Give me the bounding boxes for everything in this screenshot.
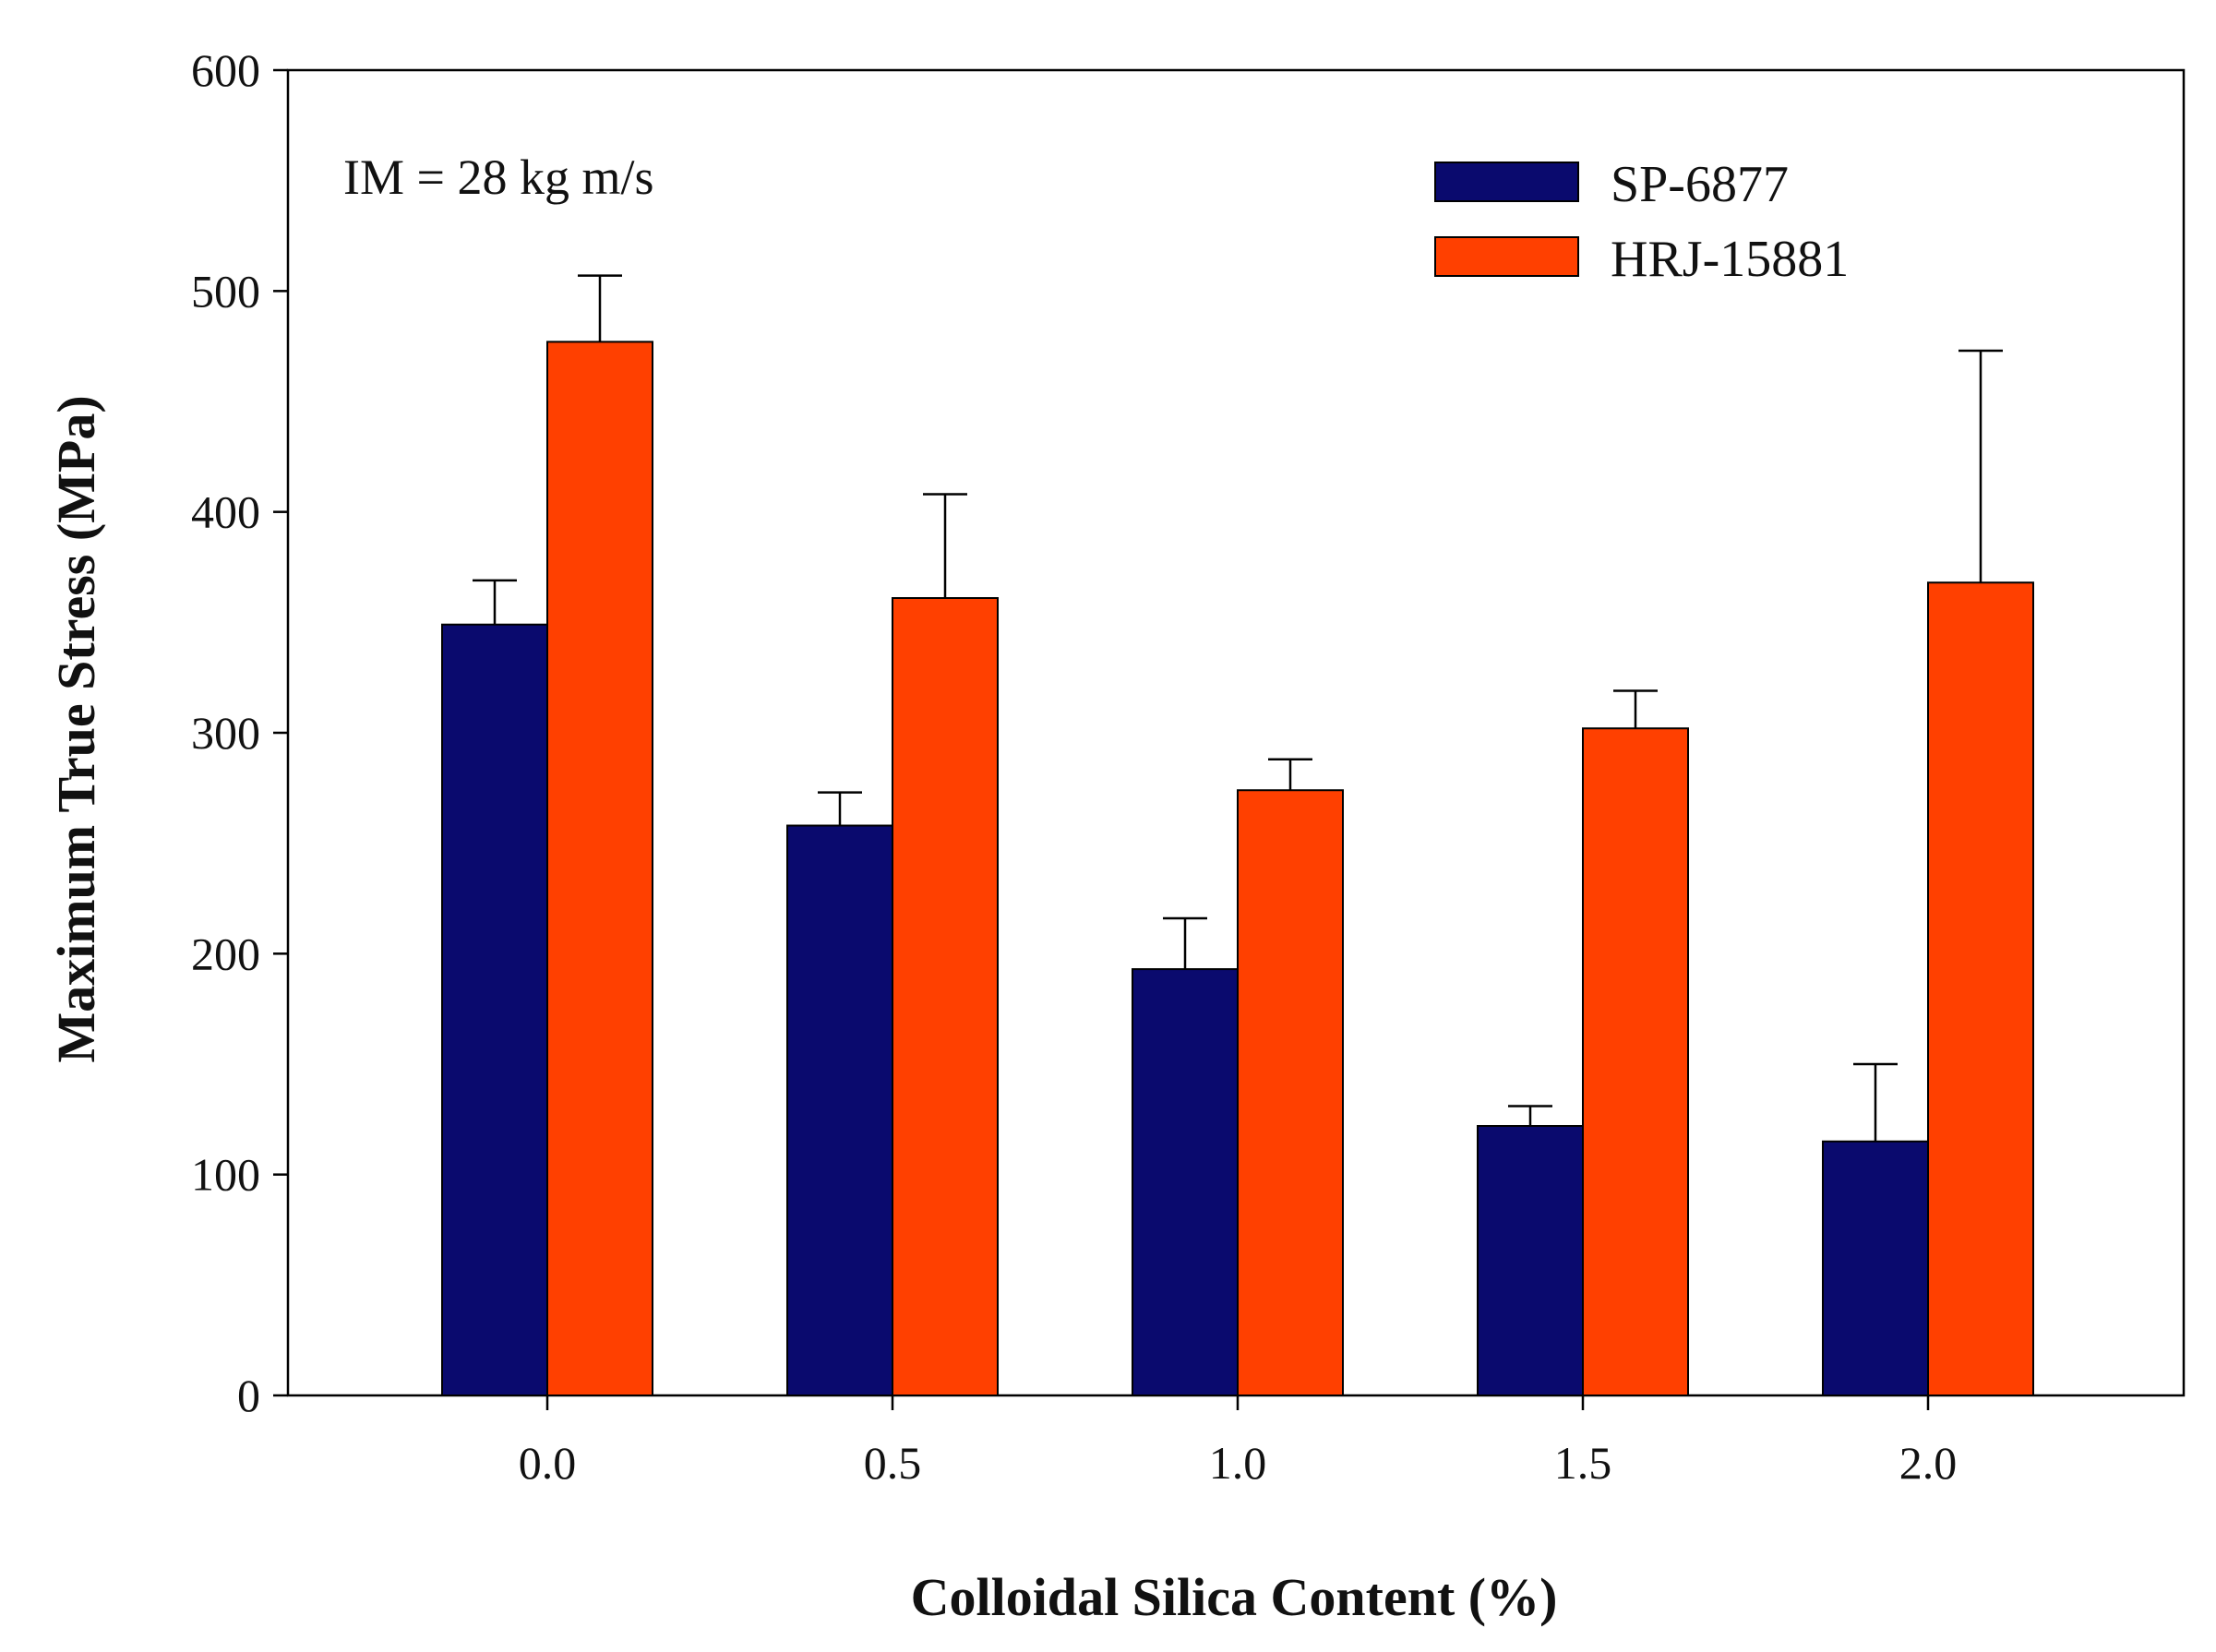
legend-swatch-hrj-15881 xyxy=(1434,236,1579,277)
y-axis-title: Maximum True Stress (MPa) xyxy=(46,395,106,1062)
bar-hrj-15881-0-5 xyxy=(892,597,999,1396)
x-tick-label-2-0: 2.0 xyxy=(1899,1437,1958,1489)
bar-hrj-15881-0-0 xyxy=(546,341,653,1396)
y-tick-label-300: 300 xyxy=(191,707,260,759)
y-tick-label-0: 0 xyxy=(237,1370,260,1421)
bars xyxy=(441,341,2034,1397)
y-tick-label-200: 200 xyxy=(191,928,260,979)
x-tick-label-0-0: 0.0 xyxy=(519,1437,577,1489)
bar-sp-6877-0-0 xyxy=(441,623,548,1396)
x-axis-title: Colloidal Silica Content (%) xyxy=(911,1567,1558,1627)
y-tick-label-500: 500 xyxy=(191,265,260,317)
annotation-text: IM = 28 kg m/s xyxy=(343,150,653,205)
legend: SP-6877 HRJ-15881 xyxy=(1434,156,1849,288)
x-tick-label-0-5: 0.5 xyxy=(864,1437,922,1489)
bar-hrj-15881-2-0 xyxy=(1927,581,2034,1396)
bar-hrj-15881-1-5 xyxy=(1582,727,1689,1396)
x-tick-label-1-0: 1.0 xyxy=(1209,1437,1267,1489)
y-tick-label-400: 400 xyxy=(191,486,260,538)
bar-sp-6877-1-5 xyxy=(1477,1125,1584,1396)
bar-sp-6877-0-5 xyxy=(786,824,893,1396)
legend-swatch-sp-6877 xyxy=(1434,162,1579,202)
bar-sp-6877-2-0 xyxy=(1822,1140,1929,1397)
x-tick-label-1-5: 1.5 xyxy=(1554,1437,1612,1489)
y-tick-label-600: 600 xyxy=(191,44,260,96)
legend-label-sp-6877: SP-6877 xyxy=(1611,156,1789,213)
axes: 0 100 200 300 400 500 600 0.0 0.5 1.0 1.5 2.0 xyxy=(191,44,1957,1489)
y-tick-label-100: 100 xyxy=(191,1149,260,1201)
bar-sp-6877-1-0 xyxy=(1132,968,1239,1396)
error-bars xyxy=(473,274,2003,1142)
legend-label-hrj-15881: HRJ-15881 xyxy=(1611,231,1849,288)
bar-hrj-15881-1-0 xyxy=(1237,789,1344,1396)
